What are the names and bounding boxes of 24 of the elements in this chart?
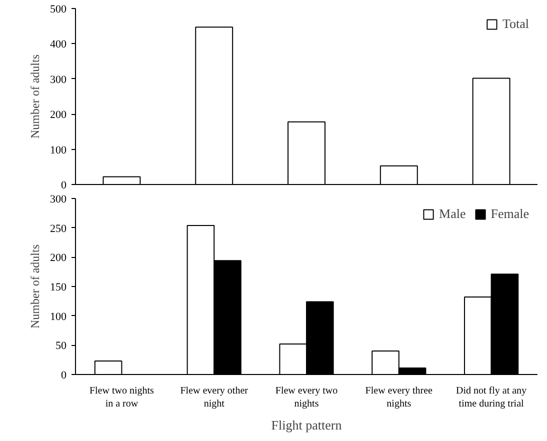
x-tick-label: Flew every other night <box>180 386 249 410</box>
x-axis-title: Flight pattern <box>271 418 342 433</box>
y-tick-label: 200 <box>50 252 67 264</box>
x-tick-label: Flew every two nights <box>275 386 338 410</box>
y-tick-label: 500 <box>50 4 67 16</box>
legend-label: Total <box>502 16 529 32</box>
y-tick-label: 100 <box>50 144 67 156</box>
legend-label: Female <box>490 206 529 222</box>
y-tick-label: 0 <box>61 180 67 192</box>
y-tick-label: 250 <box>50 222 67 235</box>
y-axis-title: Number of adults <box>28 54 42 138</box>
x-tick-label: Did not fly at any time during trial <box>456 386 527 410</box>
y-axis-title: Number of adults <box>28 244 42 328</box>
y-tick-label: 200 <box>50 109 67 122</box>
y-tick-label: 400 <box>50 38 67 51</box>
y-tick-label: 50 <box>56 340 67 352</box>
y-tick-label: 100 <box>50 310 67 323</box>
legend-label: Male <box>439 206 466 222</box>
x-tick-label: Flew every three nights <box>365 386 434 410</box>
x-tick-label: Flew two nights in a row <box>89 386 154 410</box>
y-tick-label: 300 <box>50 74 67 86</box>
y-tick-label: 150 <box>50 282 67 294</box>
y-tick-label: 0 <box>61 370 67 382</box>
y-tick-label: 300 <box>50 194 67 206</box>
